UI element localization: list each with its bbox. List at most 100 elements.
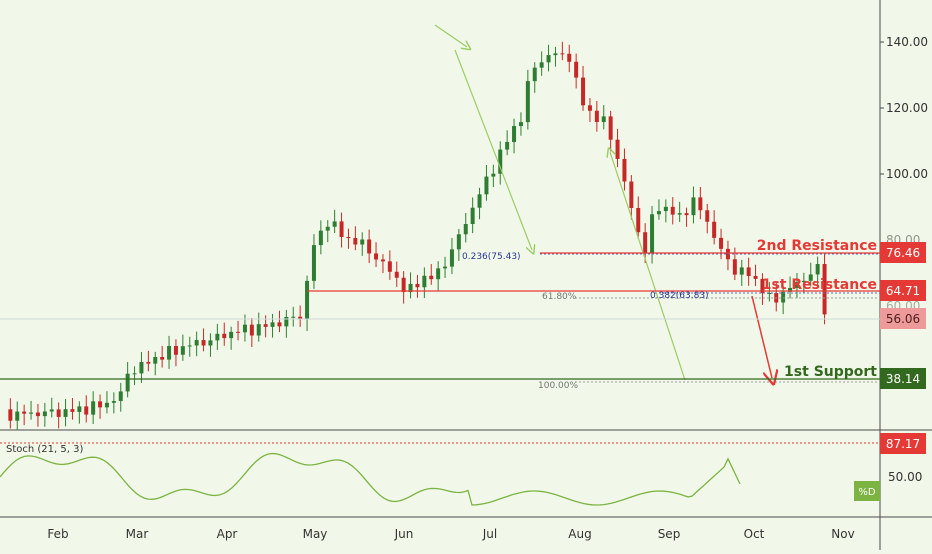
candle-down[interactable] [222,333,227,339]
candle-up[interactable] [815,264,820,275]
candle-up[interactable] [436,268,441,280]
candle-down[interactable] [236,331,241,333]
candle-up[interactable] [463,224,468,235]
candle-down[interactable] [277,322,282,327]
candle-up[interactable] [15,411,20,421]
candle-up[interactable] [111,401,116,403]
candle-up[interactable] [477,194,482,208]
candle-up[interactable] [229,331,234,339]
candle-up[interactable] [505,141,510,150]
candle-up[interactable] [29,412,34,414]
candle-up[interactable] [656,211,661,215]
candle-down[interactable] [98,401,103,408]
stoch-legend-badge[interactable] [854,481,880,501]
candle-up[interactable] [512,126,517,142]
candle-down[interactable] [719,237,724,249]
candle-up[interactable] [194,340,199,346]
candle-up[interactable] [153,357,158,364]
candle-up[interactable] [739,267,744,275]
candle-down[interactable] [560,53,565,55]
candle-down[interactable] [725,248,730,260]
candle-up[interactable] [663,206,668,212]
candle-up[interactable] [650,214,655,253]
candle-down[interactable] [8,409,13,421]
candle-up[interactable] [525,81,530,123]
candle-up[interactable] [305,280,310,320]
candle-down[interactable] [84,406,89,415]
candle-up[interactable] [546,55,551,63]
candle-up[interactable] [118,391,123,402]
candle-down[interactable] [367,239,372,254]
candle-down[interactable] [35,412,40,417]
candle-up[interactable] [187,345,192,347]
candle-down[interactable] [698,197,703,211]
candle-down[interactable] [622,158,627,182]
candle-down[interactable] [760,278,765,294]
candle-up[interactable] [498,149,503,174]
candle-up[interactable] [794,282,799,288]
candle-up[interactable] [532,67,537,82]
candle-down[interactable] [732,259,737,275]
candle-up[interactable] [360,239,365,245]
candle-down[interactable] [712,221,717,238]
candle-down[interactable] [346,237,351,239]
candle-down[interactable] [394,271,399,278]
candle-up[interactable] [408,283,413,293]
candle-down[interactable] [353,237,358,245]
candle-up[interactable] [167,346,172,360]
candle-up[interactable] [215,333,220,341]
candle-down[interactable] [643,232,648,253]
candle-down[interactable] [415,283,420,288]
candle-up[interactable] [781,291,786,303]
candle-up[interactable] [484,176,489,195]
candle-down[interactable] [587,105,592,111]
candle-up[interactable] [456,234,461,250]
candle-up[interactable] [132,373,137,375]
candle-up[interactable] [491,173,496,177]
candle-up[interactable] [788,287,793,292]
candle-down[interactable] [753,275,758,279]
candle-up[interactable] [539,62,544,68]
candle-up[interactable] [808,274,813,281]
candle-up[interactable] [422,275,427,288]
candle-up[interactable] [270,322,275,327]
candle-down[interactable] [201,340,206,346]
candle-down[interactable] [380,259,385,262]
candle-down[interactable] [822,264,827,315]
candle-up[interactable] [291,316,296,318]
candle-up[interactable] [443,266,448,269]
candle-up[interactable] [767,292,772,294]
candle-up[interactable] [470,207,475,225]
candle-down[interactable] [56,409,61,417]
candle-up[interactable] [601,116,606,123]
candle-down[interactable] [298,316,303,320]
candle-up[interactable] [42,411,47,417]
candle-up[interactable] [139,362,144,374]
candle-up[interactable] [77,406,82,412]
candle-down[interactable] [594,110,599,123]
candle-up[interactable] [63,409,68,417]
candle-up[interactable] [180,346,185,355]
candle-up[interactable] [242,324,247,333]
candle-down[interactable] [401,277,406,293]
candle-down[interactable] [429,275,434,280]
candle-up[interactable] [801,280,806,283]
candle-down[interactable] [574,61,579,78]
candle-up[interactable] [677,213,682,215]
candle-down[interactable] [387,261,392,272]
candle-down[interactable] [160,357,165,360]
candle-down[interactable] [636,208,641,233]
candle-up[interactable] [49,409,54,412]
candle-up[interactable] [91,401,96,415]
candle-up[interactable] [208,340,213,346]
candle-up[interactable] [256,324,261,336]
candle-down[interactable] [146,362,151,364]
candle-down[interactable] [615,139,620,159]
candle-up[interactable] [691,197,696,216]
candle-down[interactable] [567,53,572,62]
candle-down[interactable] [263,324,268,327]
candle-down[interactable] [249,324,254,336]
candle-down[interactable] [339,221,344,238]
candle-down[interactable] [629,181,634,209]
